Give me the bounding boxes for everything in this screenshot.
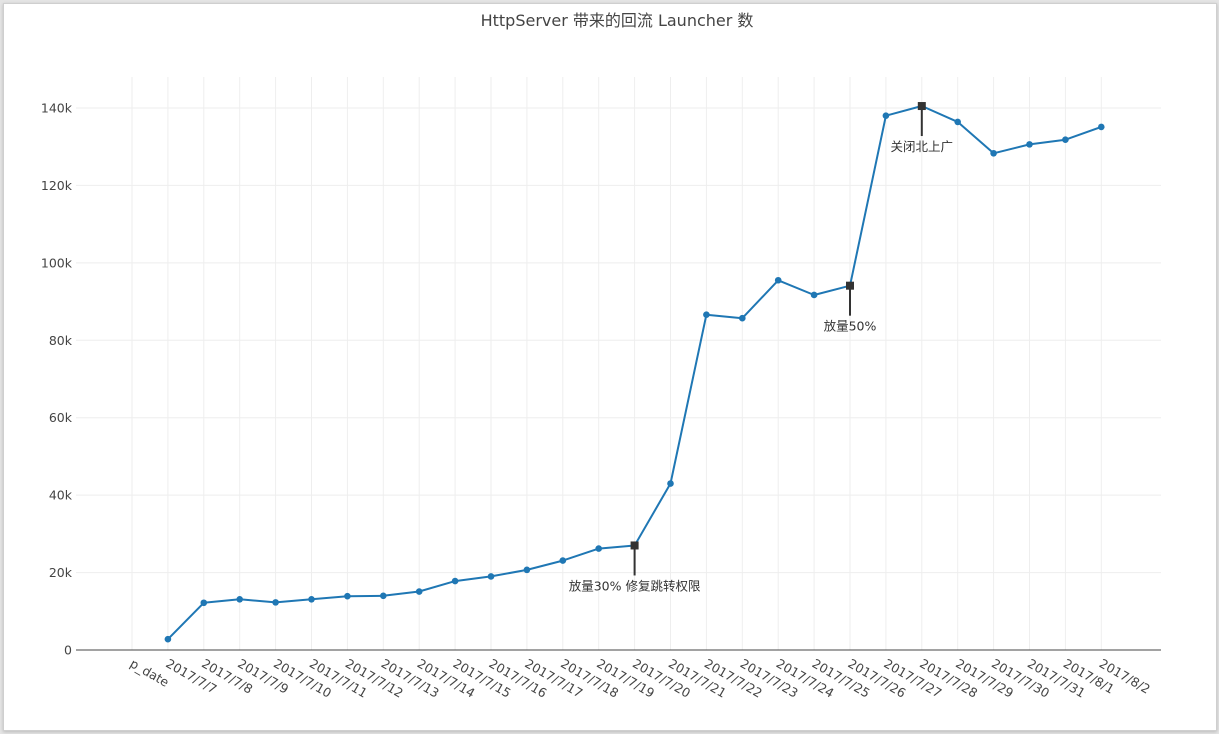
data-point [703,311,710,319]
x-tick-label: p_date [128,656,172,690]
line-chart: HttpServer 带来的回流 Launcher 数 0 20k 40k 60k 80… [41,11,1161,701]
grid [76,77,1161,650]
y-tick-label: 80k [49,333,73,348]
data-point [954,118,961,126]
data-point [487,573,495,580]
y-tick-label: 40k [49,488,73,503]
chart-frame: HttpServer 带来的回流 Launcher 数 0 20k 40k 60k 80… [3,3,1217,731]
annotation-label: 放量30% 修复跳转权限 [569,578,701,593]
annotation-label: 关闭北上广 [891,139,954,154]
data-point [739,314,746,322]
data-point [774,276,782,284]
data-point [1062,136,1069,144]
data-point [810,291,818,299]
data-point [1098,123,1105,131]
data-point [164,635,172,643]
data-point [344,592,351,600]
y-tick-label: 0 [64,643,72,658]
data-point [523,566,531,574]
data-point [990,149,997,157]
data-point [308,595,315,603]
data-point [236,595,243,603]
data-point [882,112,890,120]
y-tick-label: 100k [41,255,73,270]
y-tick-label: 60k [49,410,73,425]
data-point [451,577,459,585]
annotation-marker [630,541,639,550]
annotation-marker [917,102,926,111]
y-tick-label: 120k [41,178,73,193]
y-tick-label: 20k [49,565,73,580]
data-point [667,480,674,487]
data-point [380,592,387,600]
data-point [200,599,208,607]
data-point [272,599,279,606]
data-point [559,557,567,564]
data-point [415,588,423,595]
annotation-marker [846,281,854,290]
data-point [1026,141,1033,148]
annotation-layer: 放量30% 修复跳转权限 放量50% 关闭北上广 [569,102,953,593]
y-tick-label: 140k [41,100,73,115]
axes: 020k40k60k80k100k120k140kp_date2017/7/72… [41,100,1161,701]
data-point [595,545,602,552]
chart-title: HttpServer 带来的回流 Launcher 数 [481,11,754,30]
annotation-label: 放量50% [824,319,877,334]
